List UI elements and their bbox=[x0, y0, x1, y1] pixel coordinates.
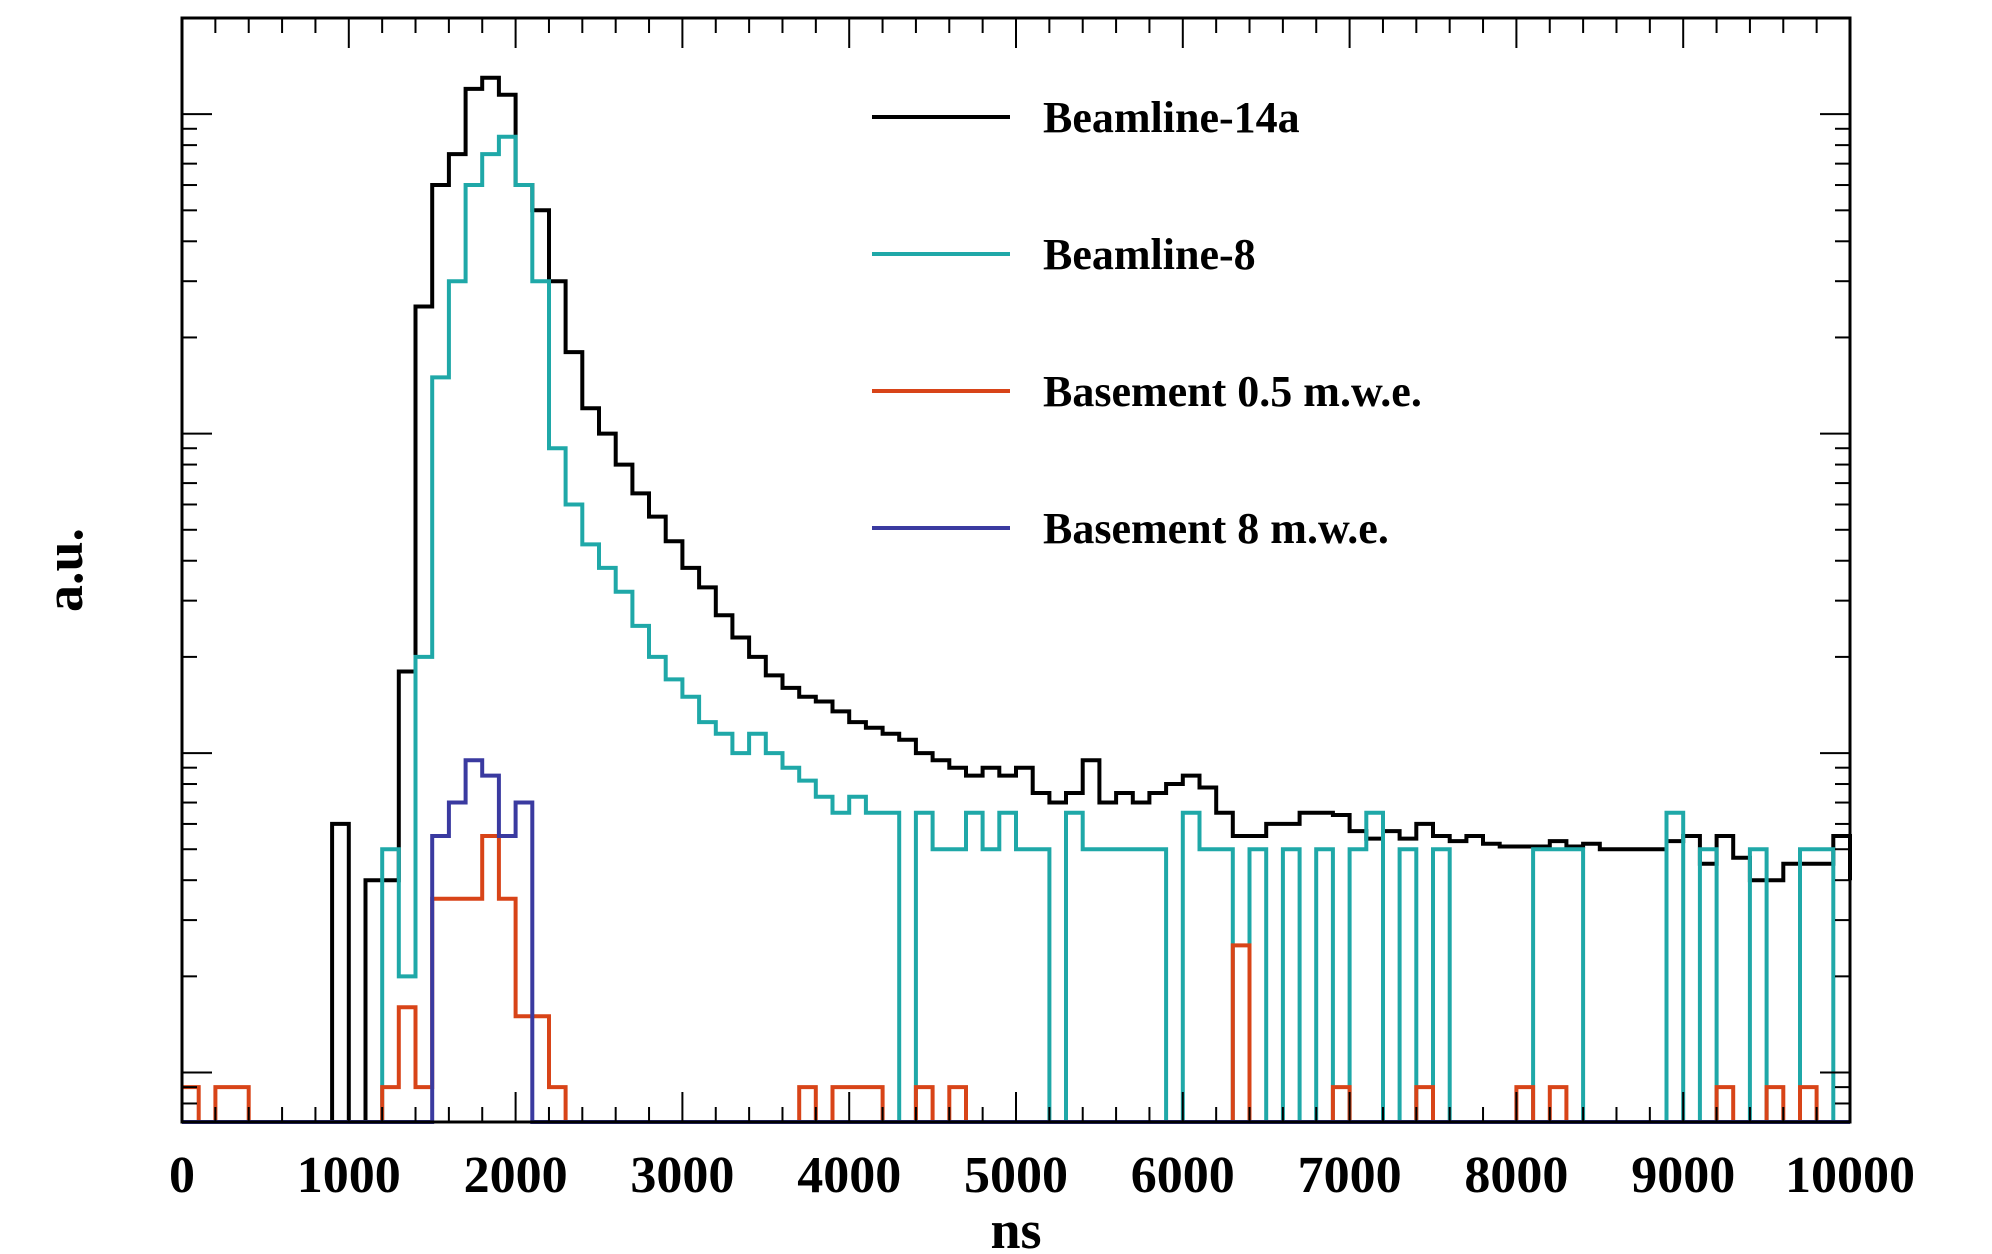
x-tick-label: 6000 bbox=[1131, 1147, 1235, 1204]
x-tick-label: 10000 bbox=[1785, 1147, 1915, 1204]
series-layer bbox=[182, 75, 1852, 1124]
legend-label-2: Basement 0.5 m.w.e. bbox=[1043, 367, 1422, 416]
series-line-0 bbox=[182, 75, 1852, 1124]
legend-label-1: Beamline-8 bbox=[1043, 230, 1256, 279]
x-tick-label: 9000 bbox=[1631, 1147, 1735, 1204]
legend: Beamline-14a Beamline-8 Basement 0.5 m.w.e… bbox=[872, 93, 1422, 553]
x-tick-label: 3000 bbox=[630, 1147, 734, 1204]
x-tick-label: 1000 bbox=[297, 1147, 401, 1204]
series-line-1 bbox=[182, 134, 1850, 1124]
x-tick-label: 5000 bbox=[964, 1147, 1068, 1204]
x-tick-label: 8000 bbox=[1464, 1147, 1568, 1204]
x-tick-label: 4000 bbox=[797, 1147, 901, 1204]
x-tick-label: 2000 bbox=[464, 1147, 568, 1204]
legend-label-3: Basement 8 m.w.e. bbox=[1043, 504, 1389, 553]
x-tick-label: 7000 bbox=[1298, 1147, 1402, 1204]
x-tick-label: 0 bbox=[169, 1147, 195, 1204]
legend-label-0: Beamline-14a bbox=[1043, 93, 1300, 142]
y-axis-title: a.u. bbox=[34, 528, 94, 612]
x-axis-title: ns bbox=[990, 1200, 1041, 1254]
plot-frame bbox=[180, 16, 1852, 1124]
x-tick-labels: 0 1000 2000 3000 4000 5000 6000 7000 8000 9000 100… bbox=[169, 1147, 1915, 1204]
